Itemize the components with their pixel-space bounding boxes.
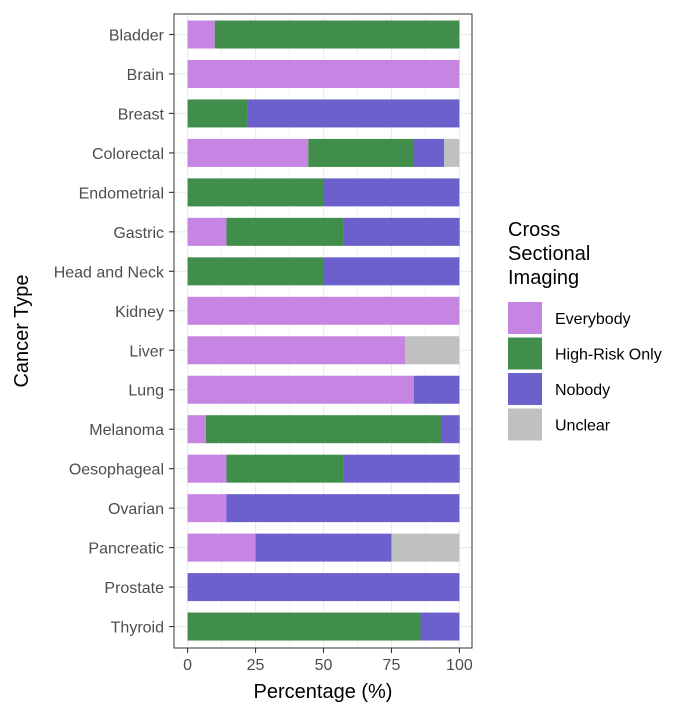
x-tick-label: 0 [183, 657, 192, 674]
bar-melanoma-high-risk-only [205, 415, 442, 444]
y-tick-label: Breast [118, 106, 165, 123]
bar-ovarian-nobody [226, 494, 460, 523]
y-tick-label: Colorectal [92, 146, 164, 163]
bar-liver-everybody [187, 336, 406, 365]
y-tick-label: Bladder [109, 28, 165, 45]
x-axis: 0 25 50 75 100 [183, 648, 473, 674]
bar-melanoma-everybody [187, 415, 206, 444]
x-tick-label: 100 [446, 657, 473, 674]
bars [187, 20, 460, 641]
bar-head-and-neck-high-risk-only [187, 257, 324, 286]
bar-breast-nobody [247, 99, 460, 128]
y-tick-label: Melanoma [89, 422, 164, 439]
bar-colorectal-everybody [187, 138, 309, 167]
legend-title-line: Imaging [508, 267, 579, 289]
bar-pancreatic-unclear [391, 533, 460, 562]
y-tick-label: Lung [128, 383, 164, 400]
bar-pancreatic-nobody [255, 533, 392, 562]
bar-breast-high-risk-only [187, 99, 248, 128]
bar-melanoma-nobody [441, 415, 460, 444]
bar-prostate-nobody [187, 573, 460, 602]
y-tick-label: Head and Neck [54, 264, 165, 281]
x-tick-label: 50 [315, 657, 333, 674]
x-axis-title: Percentage (%) [254, 681, 393, 703]
bar-pancreatic-everybody [187, 533, 256, 562]
y-tick-label: Endometrial [79, 185, 164, 202]
bar-bladder-high-risk-only [214, 20, 460, 49]
y-tick-label: Thyroid [111, 620, 164, 637]
y-axis: Bladder Brain Breast Colorectal Endometrial G… [54, 28, 174, 637]
legend-label: Nobody [555, 382, 610, 399]
bar-thyroid-high-risk-only [187, 612, 421, 641]
legend-label: Everybody [555, 311, 631, 328]
x-tick-label: 75 [383, 657, 401, 674]
bar-lung-everybody [187, 375, 415, 404]
legend-key-high-risk-only [508, 337, 542, 370]
bar-oesophageal-high-risk-only [226, 454, 344, 483]
legend-key-everybody [508, 302, 542, 334]
legend-label: Unclear [555, 418, 611, 435]
bar-colorectal-high-risk-only [308, 138, 415, 167]
bar-kidney-everybody [187, 296, 460, 325]
legend-title-line: Cross [508, 219, 560, 241]
bar-ovarian-everybody [187, 494, 227, 523]
y-tick-label: Ovarian [108, 501, 164, 518]
bar-liver-unclear [405, 336, 460, 365]
legend-key-unclear [508, 408, 542, 441]
bar-endometrial-nobody [323, 178, 460, 207]
y-tick-label: Prostate [104, 580, 164, 597]
y-tick-label: Kidney [115, 304, 164, 321]
bar-colorectal-nobody [414, 138, 445, 167]
bar-head-and-neck-nobody [323, 257, 460, 286]
bar-gastric-everybody [187, 217, 227, 246]
legend-label: High-Risk Only [555, 347, 662, 364]
legend-key-nobody [508, 373, 542, 405]
bar-oesophageal-nobody [343, 454, 460, 483]
bar-brain-everybody [187, 59, 460, 88]
bar-bladder-everybody [187, 20, 215, 49]
x-tick-label: 25 [247, 657, 265, 674]
bar-thyroid-nobody [420, 612, 460, 641]
legend-title-line: Sectional [508, 243, 590, 265]
y-tick-label: Liver [129, 343, 164, 360]
y-axis-title: Cancer Type [11, 274, 33, 387]
bar-endometrial-high-risk-only [187, 178, 324, 207]
y-tick-label: Oesophageal [69, 462, 164, 479]
bar-gastric-high-risk-only [226, 217, 344, 246]
y-tick-label: Pancreatic [88, 541, 164, 558]
bar-gastric-nobody [343, 217, 460, 246]
bar-oesophageal-everybody [187, 454, 227, 483]
y-tick-label: Gastric [113, 225, 164, 242]
bar-lung-nobody [414, 375, 460, 404]
bar-colorectal-unclear [444, 138, 460, 167]
y-tick-label: Brain [127, 67, 164, 84]
